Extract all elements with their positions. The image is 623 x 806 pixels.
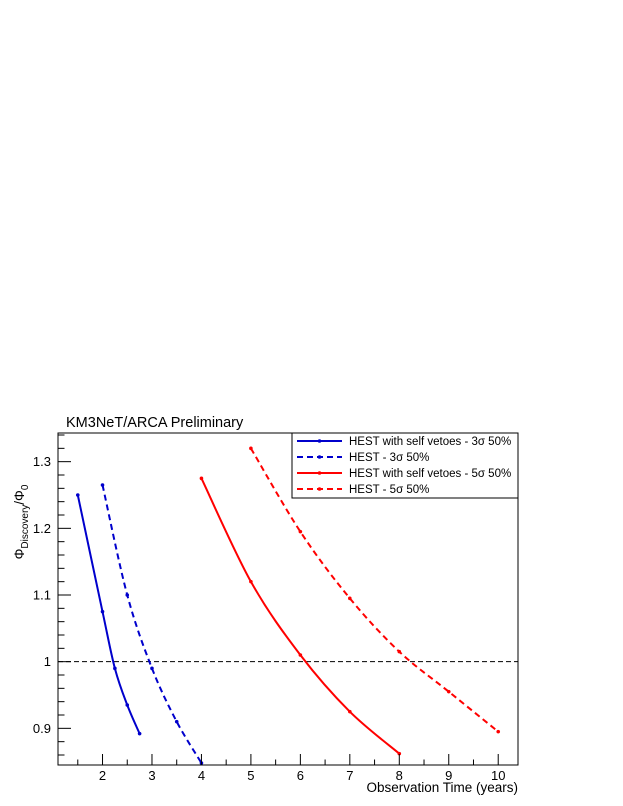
data-point	[249, 579, 253, 584]
data-point	[298, 653, 303, 657]
series-2	[100, 483, 204, 765]
axis-layer: 2 3 4 5 6 7 8 9 10 0.9 1 1.1 1.2 1.3	[33, 434, 505, 783]
x-tick-label: 6	[297, 768, 304, 783]
data-point	[100, 483, 105, 487]
legend-label: HEST - 5σ 50%	[349, 484, 429, 496]
data-point	[249, 446, 253, 451]
legend-label: HEST - 3σ 50%	[349, 452, 429, 464]
plot-area	[57, 432, 519, 766]
series-line	[200, 477, 400, 755]
legend: HEST with self vetoes - 3σ 50% HEST - 3σ …	[291, 432, 519, 499]
legend-label: HEST with self vetoes - 5σ 50%	[349, 468, 511, 480]
data-point	[298, 529, 303, 534]
data-point	[446, 689, 451, 694]
series-1	[75, 493, 142, 736]
chart-title: KM3NeT/ARCA Preliminary	[66, 415, 244, 431]
data-point	[199, 476, 204, 481]
legend-marker	[317, 471, 322, 475]
x-tick-label: 3	[148, 768, 155, 783]
data-point	[397, 649, 402, 654]
data-point	[125, 593, 130, 597]
data-point	[100, 609, 105, 614]
y-axis-title-sub2: 0	[20, 484, 31, 490]
data-point	[348, 709, 352, 714]
legend-marker	[317, 439, 322, 443]
x-tick-label: 9	[445, 768, 452, 783]
plot-frame	[57, 432, 519, 766]
data-point	[75, 493, 80, 497]
y-axis-title-phi: Φ	[12, 549, 27, 560]
y-tick-label: 1.1	[33, 588, 51, 603]
x-tick-label: 10	[491, 768, 505, 783]
data-point	[137, 731, 142, 736]
series-layer	[75, 446, 501, 765]
x-axis-title: Observation Time (years)	[366, 780, 518, 795]
data-point	[397, 751, 402, 756]
x-tick-label: 7	[346, 768, 353, 783]
y-axis-title: ΦDiscovery/Φ0	[12, 484, 31, 559]
series-line	[76, 494, 141, 735]
legend-label: HEST with self vetoes - 3σ 50%	[349, 436, 511, 448]
x-tick-label: 4	[198, 768, 205, 783]
data-point	[174, 719, 179, 724]
legend-marker	[317, 455, 322, 459]
data-point	[113, 666, 117, 671]
legend-marker	[317, 487, 322, 491]
y-tick-label: 1	[44, 654, 51, 669]
y-tick-label: 1.3	[33, 454, 51, 469]
x-tick-label: 8	[396, 768, 403, 783]
data-point	[348, 596, 352, 601]
data-point	[125, 703, 130, 707]
x-tick-label: 2	[99, 768, 106, 783]
y-axis-title-sub: Discovery	[20, 505, 31, 549]
series-line	[250, 447, 499, 733]
series-3	[199, 476, 402, 756]
y-axis-title-sep: /Φ	[12, 490, 27, 505]
y-tick-label: 0.9	[33, 721, 51, 736]
series-line	[101, 484, 203, 764]
legend-box	[291, 432, 519, 499]
data-point	[150, 666, 154, 671]
data-point	[496, 729, 501, 734]
y-tick-label: 1.2	[33, 521, 51, 536]
x-tick-label: 5	[247, 768, 254, 783]
series-4	[249, 446, 501, 734]
